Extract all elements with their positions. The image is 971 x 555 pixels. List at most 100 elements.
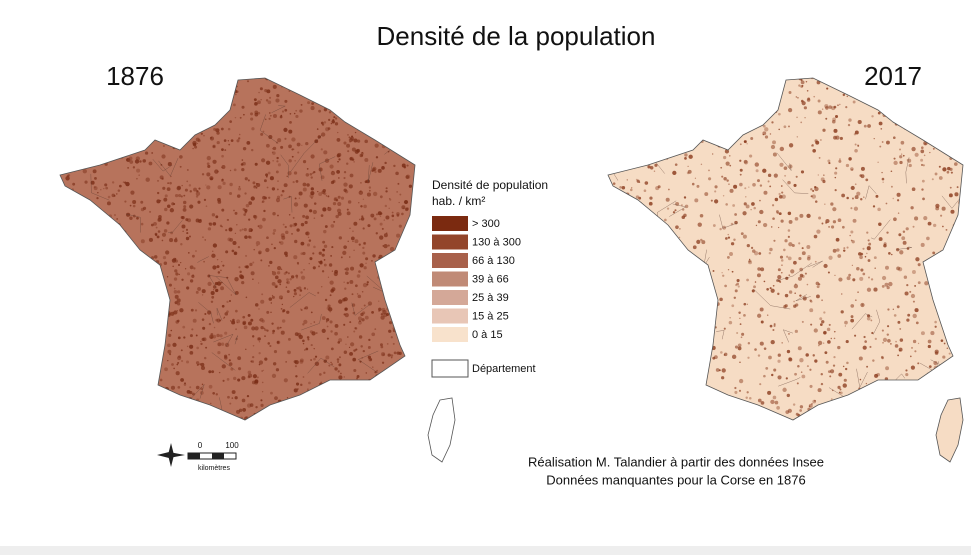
speck <box>902 154 905 157</box>
speck <box>229 120 232 123</box>
speck <box>157 230 161 233</box>
speck <box>748 258 751 261</box>
speck <box>769 324 773 328</box>
speck <box>793 183 797 187</box>
speck <box>827 370 831 374</box>
speck <box>210 177 213 181</box>
speck <box>167 349 172 354</box>
speck <box>283 378 288 383</box>
speck <box>745 396 748 399</box>
speck <box>200 365 206 371</box>
speck <box>310 191 315 196</box>
speck <box>242 161 246 166</box>
speck <box>191 274 195 278</box>
speck <box>72 182 76 186</box>
speck <box>844 325 847 327</box>
speck <box>850 239 853 242</box>
speck <box>773 324 776 327</box>
speck <box>860 166 865 171</box>
speck <box>798 242 801 245</box>
speck <box>192 318 197 323</box>
speck <box>193 187 197 192</box>
speck <box>840 310 844 314</box>
speck <box>337 211 342 216</box>
speck <box>229 169 232 172</box>
speck <box>755 224 758 227</box>
speck <box>221 154 224 158</box>
speck <box>788 143 794 148</box>
legend-label: 0 à 15 <box>472 329 503 341</box>
speck <box>886 333 889 336</box>
speck <box>184 188 188 192</box>
speck <box>280 145 284 149</box>
speck <box>262 130 265 133</box>
speck <box>379 235 384 240</box>
speck <box>917 362 920 365</box>
speck <box>363 304 366 307</box>
speck <box>841 293 843 295</box>
speck <box>285 271 288 274</box>
speck <box>337 341 341 344</box>
speck <box>796 136 799 138</box>
speck <box>860 268 864 272</box>
speck <box>197 200 201 204</box>
speck <box>173 310 178 315</box>
speck <box>788 290 793 294</box>
speck <box>788 333 790 335</box>
speck <box>833 330 836 333</box>
speck <box>162 145 165 147</box>
speck <box>271 187 276 191</box>
speck <box>223 139 227 142</box>
speck <box>261 391 264 393</box>
speck <box>176 298 181 303</box>
speck <box>305 173 310 177</box>
speck <box>321 253 325 257</box>
department-line <box>782 329 794 343</box>
speck <box>243 213 246 216</box>
department-line <box>807 260 823 268</box>
speck <box>357 294 362 299</box>
department-line <box>351 302 371 316</box>
legend-label: 130 à 300 <box>472 236 521 248</box>
speck <box>113 214 117 217</box>
speck <box>245 348 247 351</box>
speck <box>920 163 924 167</box>
speck <box>364 315 369 320</box>
speck <box>734 213 738 216</box>
speck <box>207 164 211 169</box>
speck <box>746 303 748 305</box>
speck <box>863 335 866 339</box>
speck <box>800 80 805 85</box>
speck <box>265 173 269 177</box>
speck <box>759 199 761 202</box>
speck <box>679 228 681 230</box>
speck <box>302 376 305 378</box>
speck <box>295 180 299 183</box>
speck <box>906 247 910 250</box>
speck <box>828 105 833 109</box>
speck <box>308 381 311 385</box>
speck <box>192 147 194 150</box>
speck <box>830 337 832 340</box>
speck <box>327 195 330 198</box>
speck <box>938 176 943 180</box>
speck <box>310 154 315 159</box>
speck <box>275 368 280 372</box>
speck <box>284 99 288 103</box>
speck <box>136 216 139 220</box>
speck <box>750 136 754 140</box>
speck <box>65 176 70 181</box>
speck <box>124 181 127 184</box>
speck <box>201 318 205 321</box>
speck <box>271 322 274 325</box>
speck <box>825 221 828 224</box>
speck <box>242 321 246 326</box>
speck <box>173 367 175 370</box>
speck <box>140 200 144 204</box>
speck <box>159 378 163 382</box>
speck <box>350 342 355 347</box>
speck <box>788 90 792 94</box>
speck <box>268 265 270 267</box>
speck <box>739 143 742 146</box>
speck <box>762 131 767 136</box>
